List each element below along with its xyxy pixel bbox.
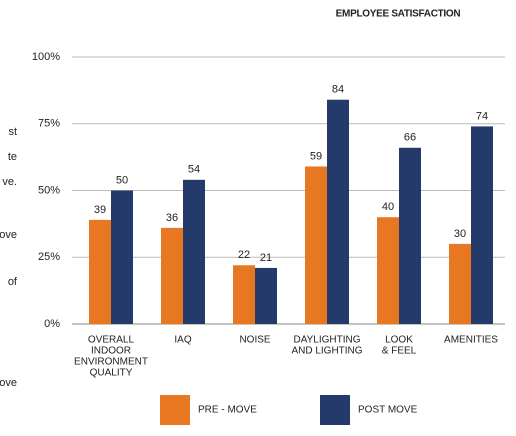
legend-swatch bbox=[320, 395, 350, 425]
value-label: 30 bbox=[454, 228, 466, 240]
y-tick-label: 100% bbox=[32, 51, 60, 63]
value-label: 84 bbox=[332, 84, 344, 96]
x-tick-label: DAYLIGHTING bbox=[293, 335, 360, 346]
x-tick-label: OVERALL bbox=[88, 335, 135, 346]
legend-swatch bbox=[160, 395, 190, 425]
cropped-text: ve. bbox=[2, 176, 17, 188]
value-label: 66 bbox=[404, 132, 416, 144]
bar bbox=[233, 265, 255, 324]
y-tick-label: 25% bbox=[38, 251, 60, 263]
value-label: 36 bbox=[166, 212, 178, 224]
bar bbox=[377, 217, 399, 324]
value-label: 54 bbox=[188, 164, 200, 176]
legend-label: PRE - MOVE bbox=[198, 405, 257, 416]
bar bbox=[399, 147, 421, 324]
chart-title: EMPLOYEE SATISFACTION bbox=[336, 9, 461, 20]
x-tick-label: AMENITIES bbox=[444, 335, 498, 346]
x-tick-label: & FEEL bbox=[382, 346, 417, 357]
y-tick-label: 75% bbox=[38, 118, 60, 130]
cropped-text: ove bbox=[0, 229, 17, 241]
x-tick-label: QUALITY bbox=[90, 368, 133, 379]
x-tick-label: LOOK bbox=[385, 335, 413, 346]
value-label: 59 bbox=[310, 150, 322, 162]
x-tick-label: ENVIRONMENT bbox=[74, 357, 148, 368]
bar bbox=[255, 267, 277, 324]
value-label: 22 bbox=[238, 249, 250, 261]
bar bbox=[183, 179, 205, 324]
cropped-text: ove bbox=[0, 377, 17, 389]
bar bbox=[449, 243, 471, 324]
value-label: 21 bbox=[260, 252, 272, 264]
bar bbox=[305, 166, 327, 324]
bar bbox=[89, 219, 111, 324]
y-tick-label: 50% bbox=[38, 184, 60, 196]
x-tick-label: INDOOR bbox=[91, 346, 131, 357]
cropped-text: te bbox=[8, 151, 17, 163]
value-label: 40 bbox=[382, 201, 394, 213]
cropped-text: of bbox=[8, 276, 18, 288]
cropped-text: st bbox=[8, 126, 17, 138]
value-label: 50 bbox=[116, 174, 128, 186]
bar bbox=[471, 126, 493, 324]
bar bbox=[161, 227, 183, 324]
y-tick-label: 0% bbox=[44, 318, 60, 330]
x-tick-label: NOISE bbox=[239, 335, 270, 346]
value-label: 74 bbox=[476, 110, 488, 122]
x-tick-label: AND LIGHTING bbox=[291, 346, 362, 357]
x-tick-label: IAQ bbox=[174, 335, 191, 346]
value-label: 39 bbox=[94, 204, 106, 216]
bar bbox=[111, 190, 133, 324]
bar bbox=[327, 99, 349, 324]
legend-label: POST MOVE bbox=[358, 405, 418, 416]
